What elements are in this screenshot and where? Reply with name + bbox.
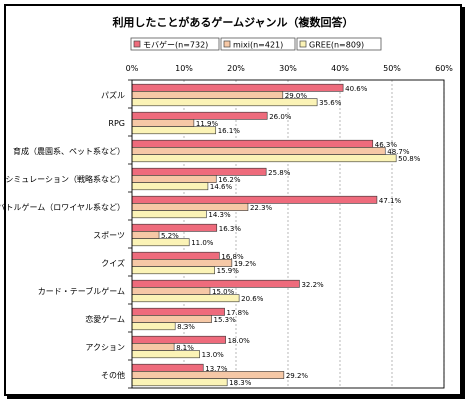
data-label: 8.1% (176, 344, 194, 352)
bar (131, 335, 226, 344)
data-label: 29.0% (285, 92, 308, 100)
bar (131, 259, 233, 267)
bar (131, 315, 212, 323)
bar (131, 322, 176, 331)
legend-swatch (223, 40, 231, 48)
data-label: 25.8% (268, 169, 291, 177)
category-label: バトルゲーム（ロワイヤル系など） (0, 202, 125, 212)
bar (131, 83, 344, 92)
bar (131, 119, 195, 127)
category-label: シミュレーション（戦略系など） (5, 174, 125, 184)
x-tick-label: 50% (383, 64, 401, 73)
x-tick-label: 30% (279, 64, 297, 73)
data-label: 29.2% (286, 372, 309, 380)
data-label: 22.3% (250, 204, 273, 212)
data-label: 13.7% (205, 365, 228, 373)
bar (131, 343, 175, 351)
legend-item-box (220, 37, 296, 51)
data-label: 15.9% (217, 267, 240, 275)
legend-item-box (296, 37, 382, 51)
data-label: 48.7% (387, 148, 410, 156)
bar (131, 266, 215, 275)
chart-title: 利用したことがあるゲームジャンル（複数回答） (112, 16, 354, 29)
category-label: クイズ (101, 258, 125, 268)
data-label: 15.3% (214, 316, 237, 324)
legend-swatch (133, 40, 141, 48)
data-label: 26.0% (269, 113, 292, 121)
bar (131, 238, 190, 247)
data-label: 5.2% (161, 232, 179, 240)
legend-label: GREE(n=809) (309, 41, 364, 50)
data-label: 18.0% (228, 337, 251, 345)
bar (131, 231, 160, 239)
x-tick-label: 40% (331, 64, 349, 73)
data-label: 14.3% (208, 211, 231, 219)
data-label: 47.1% (379, 197, 402, 205)
data-label: 18.3% (229, 379, 252, 387)
bar (131, 307, 225, 316)
bar (131, 203, 249, 211)
bar (131, 223, 218, 232)
data-label: 16.2% (218, 176, 241, 184)
category-label: RPG (108, 119, 125, 128)
legend-label: モバゲー(n=732) (143, 40, 208, 50)
bar (131, 287, 211, 295)
legend-label: mixi(n=421) (233, 41, 283, 50)
bar (131, 279, 300, 288)
data-label: 40.6% (345, 85, 368, 93)
bar (131, 139, 374, 148)
bar (131, 195, 378, 204)
bar (131, 154, 397, 163)
legend-item-box (130, 37, 220, 51)
bar (131, 371, 285, 379)
legend-swatch (299, 40, 307, 48)
data-label: 16.1% (218, 127, 241, 135)
bar (131, 147, 386, 155)
bar (131, 378, 228, 387)
data-label: 35.6% (319, 99, 342, 107)
x-tick-label: 20% (227, 64, 245, 73)
bar (131, 98, 318, 107)
category-label: アクション (85, 343, 125, 352)
category-label: 育成（農園系、ペット系など） (13, 146, 125, 156)
data-label: 32.2% (301, 281, 324, 289)
bar (131, 363, 204, 372)
data-label: 8.3% (177, 323, 195, 331)
data-label: 13.0% (202, 351, 225, 359)
data-label: 11.0% (191, 239, 214, 247)
bar (131, 175, 217, 183)
x-tick-label: 0% (126, 64, 139, 73)
category-label: カード・テーブルゲーム (38, 286, 125, 296)
bar (131, 294, 240, 303)
plot-area (131, 79, 445, 389)
bar (131, 251, 220, 260)
data-label: 15.0% (212, 288, 235, 296)
bar (131, 182, 209, 191)
category-label: その他 (101, 370, 125, 380)
x-tick-label: 10% (175, 64, 193, 73)
bar (131, 126, 217, 135)
bar (131, 210, 207, 219)
bar (131, 350, 200, 359)
category-label: スポーツ (93, 231, 125, 240)
data-label: 14.6% (210, 183, 233, 191)
data-label: 16.8% (221, 253, 244, 261)
data-label: 46.3% (375, 141, 398, 149)
data-label: 50.8% (398, 155, 421, 163)
data-label: 17.8% (227, 309, 250, 317)
bar (131, 111, 268, 120)
category-label: パズル (101, 90, 125, 100)
data-label: 20.6% (241, 295, 264, 303)
data-label: 11.9% (196, 120, 219, 128)
data-label: 19.2% (234, 260, 257, 268)
data-label: 16.3% (219, 225, 242, 233)
category-label: 恋愛ゲーム (85, 314, 125, 324)
x-tick-label: 60% (435, 64, 453, 73)
bar (131, 91, 284, 99)
bar (131, 167, 267, 176)
